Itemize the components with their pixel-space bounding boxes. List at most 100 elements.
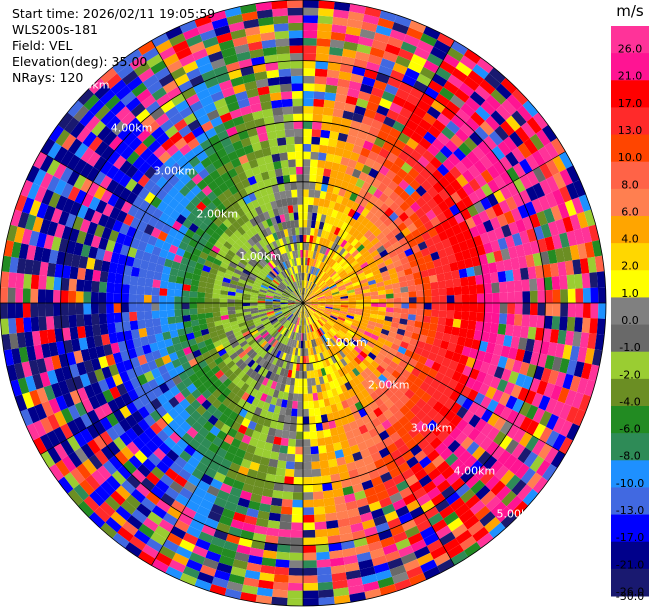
velocity-bin bbox=[348, 80, 362, 91]
velocity-bin bbox=[132, 195, 145, 209]
velocity-bin bbox=[396, 328, 406, 336]
velocity-bin bbox=[361, 347, 371, 356]
velocity-bin bbox=[338, 432, 348, 442]
velocity-bin bbox=[431, 424, 444, 437]
colorbar-tick-label: -8.0 bbox=[619, 450, 640, 463]
velocity-bin bbox=[379, 584, 397, 596]
velocity-bin bbox=[467, 275, 477, 286]
velocity-bin bbox=[304, 272, 307, 281]
velocity-bin bbox=[289, 545, 303, 553]
velocity-bin bbox=[333, 335, 341, 343]
velocity-bin bbox=[281, 167, 290, 176]
velocity-bin bbox=[32, 216, 44, 233]
velocity-bin bbox=[303, 250, 306, 258]
velocity-bin bbox=[280, 335, 286, 344]
velocity-bin bbox=[230, 519, 245, 530]
velocity-bin bbox=[220, 314, 229, 321]
velocity-bin bbox=[364, 242, 374, 251]
velocity-bin bbox=[93, 406, 107, 421]
velocity-bin bbox=[252, 267, 261, 275]
velocity-bin bbox=[318, 270, 324, 278]
velocity-bin bbox=[355, 293, 364, 298]
velocity-bin bbox=[411, 244, 421, 254]
velocity-bin bbox=[282, 336, 288, 345]
velocity-bin bbox=[485, 386, 497, 400]
velocity-bin bbox=[228, 372, 238, 382]
velocity-bin bbox=[375, 440, 387, 452]
velocity-bin bbox=[206, 343, 216, 352]
velocity-bin bbox=[265, 306, 274, 309]
velocity-bin bbox=[427, 267, 437, 277]
velocity-bin bbox=[564, 330, 575, 346]
velocity-bin bbox=[434, 371, 445, 383]
velocity-bin bbox=[280, 159, 289, 169]
velocity-bin bbox=[189, 74, 205, 87]
colorbar-swatch bbox=[611, 297, 649, 326]
velocity-bin bbox=[373, 407, 384, 418]
velocity-bin bbox=[69, 326, 79, 340]
velocity-bin bbox=[356, 244, 365, 253]
colorbar-swatch bbox=[611, 26, 649, 54]
velocity-bin bbox=[250, 329, 259, 336]
velocity-bin bbox=[282, 205, 289, 215]
velocity-bin bbox=[514, 303, 523, 315]
velocity-bin bbox=[520, 326, 529, 339]
velocity-bin bbox=[158, 347, 169, 358]
velocity-bin bbox=[348, 327, 357, 334]
velocity-bin bbox=[356, 303, 364, 307]
velocity-bin bbox=[377, 261, 386, 270]
velocity-bin bbox=[328, 216, 336, 226]
velocity-bin bbox=[426, 198, 438, 210]
velocity-bin bbox=[303, 303, 309, 309]
velocity-bin bbox=[234, 299, 243, 303]
velocity-bin bbox=[503, 454, 518, 470]
velocity-bin bbox=[265, 185, 274, 195]
velocity-bin bbox=[303, 272, 305, 281]
velocity-bin bbox=[427, 329, 437, 339]
velocity-bin bbox=[61, 327, 72, 341]
velocity-bin bbox=[247, 275, 256, 282]
velocity-bin bbox=[331, 480, 343, 490]
velocity-bin bbox=[423, 566, 441, 580]
velocity-bin bbox=[268, 315, 276, 321]
velocity-bin bbox=[30, 316, 40, 332]
velocity-bin bbox=[76, 314, 85, 327]
velocity-bin bbox=[121, 70, 139, 86]
velocity-bin bbox=[99, 430, 113, 446]
velocity-bin bbox=[252, 353, 261, 362]
velocity-bin bbox=[255, 262, 264, 270]
velocity-bin bbox=[458, 142, 472, 156]
velocity-bin bbox=[549, 262, 560, 277]
velocity-bin bbox=[223, 434, 235, 445]
velocity-bin bbox=[191, 206, 202, 218]
velocity-bin bbox=[303, 90, 315, 99]
velocity-bins bbox=[0, 0, 606, 606]
velocity-bin bbox=[124, 542, 143, 558]
velocity-bin bbox=[505, 439, 519, 455]
velocity-bin bbox=[268, 84, 281, 94]
velocity-bin bbox=[423, 289, 432, 297]
velocity-bin bbox=[316, 269, 322, 277]
velocity-bin bbox=[424, 303, 432, 310]
velocity-bin bbox=[384, 398, 395, 409]
velocity-bin bbox=[317, 391, 324, 401]
velocity-bin bbox=[136, 285, 145, 295]
velocity-bin bbox=[420, 93, 435, 107]
velocity-bin bbox=[295, 370, 300, 379]
velocity-bin bbox=[293, 242, 298, 251]
velocity-bin bbox=[244, 333, 253, 341]
velocity-bin bbox=[265, 362, 272, 371]
velocity-bin bbox=[237, 98, 251, 109]
velocity-bin bbox=[160, 324, 170, 333]
velocity-bin bbox=[206, 201, 217, 212]
velocity-bin bbox=[430, 345, 440, 355]
velocity-bin bbox=[207, 272, 217, 280]
velocity-bin bbox=[250, 307, 259, 312]
velocity-bin bbox=[480, 169, 494, 184]
velocity-bin bbox=[280, 297, 289, 300]
velocity-bin bbox=[329, 328, 337, 336]
velocity-bin bbox=[151, 158, 164, 172]
velocity-bin bbox=[348, 351, 357, 360]
velocity-bin bbox=[317, 368, 323, 378]
velocity-bin bbox=[391, 317, 401, 324]
